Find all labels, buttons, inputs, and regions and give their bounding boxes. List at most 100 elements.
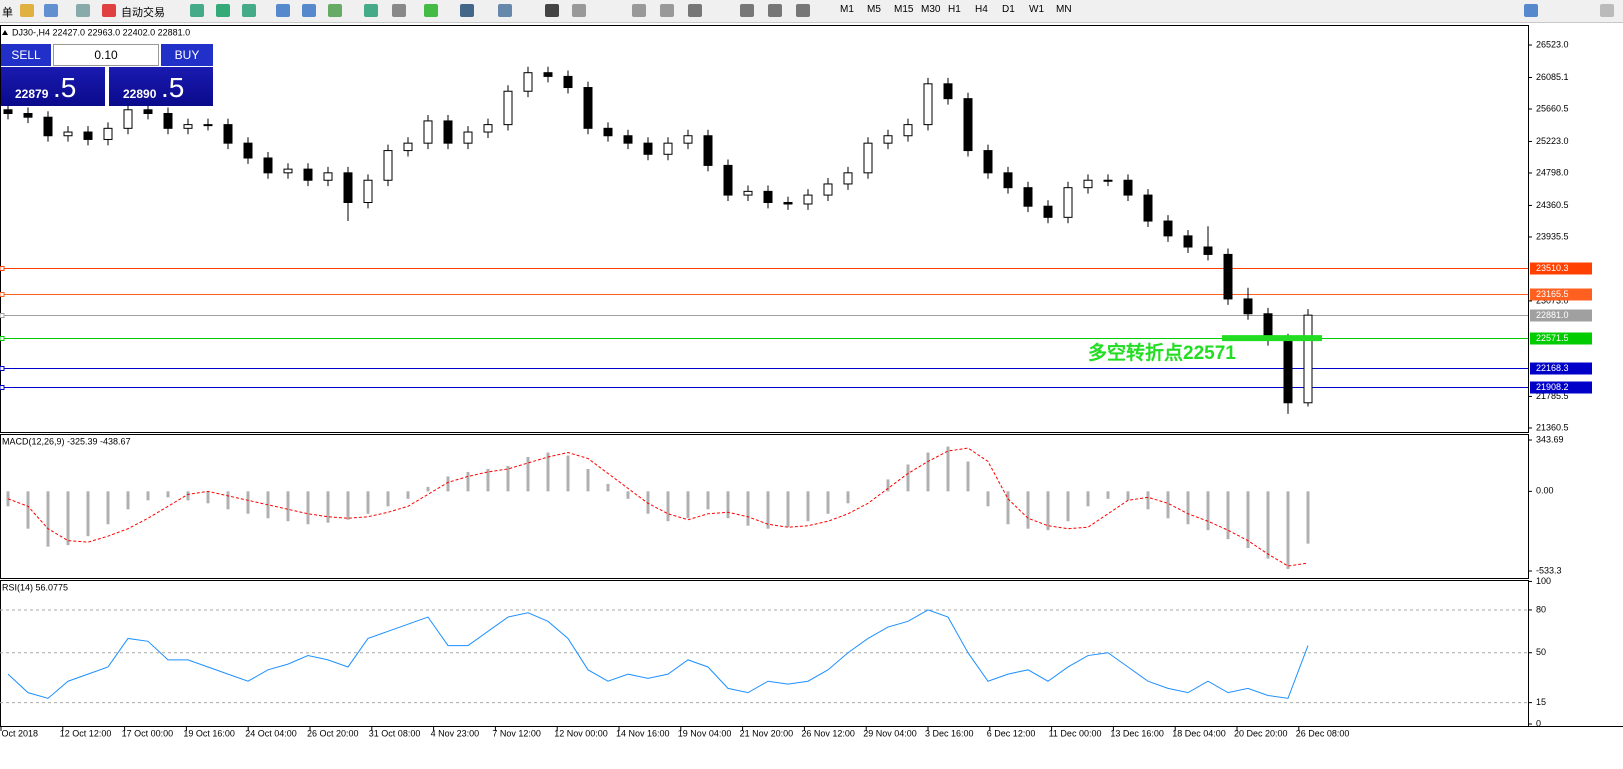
candle-body xyxy=(323,172,333,181)
timeframe-button[interactable]: H4 xyxy=(975,4,988,15)
icon[interactable] xyxy=(328,4,342,17)
candle-body xyxy=(143,109,153,114)
signal-line xyxy=(7,447,1309,567)
timeframe-button[interactable]: M15 xyxy=(894,4,914,15)
icon[interactable] xyxy=(392,4,406,17)
icon[interactable] xyxy=(302,4,316,17)
chat-icon[interactable] xyxy=(1600,4,1614,17)
ask-box[interactable]: 22890 .5 xyxy=(109,67,213,106)
bid-price: 22879 xyxy=(15,87,49,101)
chart-title: DJ30-,H4 22427.0 22963.0 22402.0 22881.0 xyxy=(12,27,190,37)
candle-body xyxy=(203,124,213,127)
icon[interactable] xyxy=(740,4,754,17)
x-tick-label: 21 Nov 20:00 xyxy=(740,728,794,738)
ask-fraction: .5 xyxy=(161,72,185,103)
sell-button[interactable]: SELL xyxy=(1,44,51,66)
icon[interactable] xyxy=(688,4,702,17)
timeframe-button[interactable]: H1 xyxy=(948,4,961,15)
candle-body xyxy=(123,109,133,129)
level-marker xyxy=(0,336,5,341)
icon[interactable] xyxy=(572,4,586,17)
candle-body xyxy=(163,112,173,129)
level-label: 23165.5 xyxy=(1536,289,1569,299)
icon[interactable] xyxy=(498,4,512,17)
candle-body xyxy=(1023,187,1033,207)
level-label-bg xyxy=(1530,381,1592,394)
y-tick-label: 100 xyxy=(1536,576,1551,586)
candle-body xyxy=(683,135,693,144)
icon[interactable] xyxy=(424,4,438,17)
ask-price: 22890 xyxy=(123,87,157,101)
y-tick-label: -533.3 xyxy=(1536,565,1562,575)
lot-input[interactable]: 0.10 xyxy=(53,44,159,66)
x-tick-label: 26 Dec 08:00 xyxy=(1296,728,1350,738)
icon[interactable] xyxy=(796,4,810,17)
y-tick-label: 25660.5 xyxy=(1536,103,1569,113)
bid-box[interactable]: 22879 .5 xyxy=(1,67,105,106)
x-tick-label: 14 Nov 16:00 xyxy=(616,728,670,738)
x-tick-label: 31 Oct 08:00 xyxy=(369,728,421,738)
x-tick-label: 6 Dec 12:00 xyxy=(987,728,1036,738)
icon[interactable] xyxy=(20,4,34,17)
y-tick-label: 25223.0 xyxy=(1536,136,1569,146)
icon[interactable] xyxy=(190,4,204,17)
candle-body xyxy=(263,157,273,174)
candle-body xyxy=(383,150,393,181)
timeframe-button[interactable]: MN xyxy=(1056,4,1072,15)
timeframe-button[interactable]: M5 xyxy=(867,4,881,15)
menu-item[interactable]: 单 xyxy=(2,7,13,19)
y-tick-label: 26085.1 xyxy=(1536,72,1569,82)
candle-body xyxy=(763,190,773,204)
level-label-bg xyxy=(1530,332,1592,345)
icon[interactable] xyxy=(660,4,674,17)
level-marker xyxy=(0,292,5,297)
icon[interactable] xyxy=(276,4,290,17)
buy-button[interactable]: BUY xyxy=(161,44,213,66)
x-tick-label: 12 Oct 12:00 xyxy=(60,728,112,738)
candle-body xyxy=(43,116,53,137)
y-tick-label: 21360.5 xyxy=(1536,422,1569,432)
candle-body xyxy=(723,164,733,196)
title-arrow xyxy=(2,30,8,35)
candle-body xyxy=(1083,179,1093,189)
candle-body xyxy=(463,131,473,144)
icon[interactable] xyxy=(768,4,782,17)
rsi-line xyxy=(7,609,1309,699)
x-tick-label: 19 Oct 16:00 xyxy=(183,728,235,738)
icon[interactable] xyxy=(632,4,646,17)
icon[interactable] xyxy=(102,4,116,17)
icon[interactable] xyxy=(364,4,378,17)
indicator-title: MACD(12,26,9) -325.39 -438.67 xyxy=(2,436,131,446)
candle-body xyxy=(843,172,853,185)
candle-body xyxy=(823,183,833,196)
icon[interactable] xyxy=(545,4,559,17)
icon[interactable] xyxy=(76,4,90,17)
search-icon[interactable] xyxy=(1524,4,1538,17)
x-tick-label: 3 Dec 16:00 xyxy=(925,728,974,738)
timeframe-button[interactable]: W1 xyxy=(1029,4,1044,15)
candle-body xyxy=(623,135,633,144)
x-tick-label: 4 Nov 23:00 xyxy=(431,728,480,738)
y-tick-label: 21785.5 xyxy=(1536,391,1569,401)
timeframe-button[interactable]: D1 xyxy=(1002,4,1015,15)
icon[interactable] xyxy=(44,4,58,17)
candle-body xyxy=(963,98,973,152)
auto-trade-button[interactable]: 自动交易 xyxy=(121,7,165,19)
candle-body xyxy=(1183,235,1193,248)
candle-body xyxy=(403,142,413,152)
x-tick-label: 26 Nov 12:00 xyxy=(801,728,855,738)
level-marker xyxy=(0,266,5,271)
level-label: 22571.5 xyxy=(1536,333,1569,343)
timeframe-button[interactable]: M1 xyxy=(840,4,854,15)
candle-body xyxy=(1303,314,1313,404)
icon[interactable] xyxy=(460,4,474,17)
toolbar: 单 自动交易 M1 M5 M15 M30 H1 H4 D1 W1 MN xyxy=(0,0,1623,23)
level-label-bg xyxy=(1530,262,1592,275)
x-tick-label: 12 Nov 00:00 xyxy=(554,728,608,738)
timeframe-button[interactable]: M30 xyxy=(921,4,941,15)
y-tick-label: 24798.0 xyxy=(1536,167,1569,177)
icon[interactable] xyxy=(216,4,230,17)
candle-body xyxy=(1063,187,1073,218)
icon[interactable] xyxy=(242,4,256,17)
candle-body xyxy=(503,90,513,126)
